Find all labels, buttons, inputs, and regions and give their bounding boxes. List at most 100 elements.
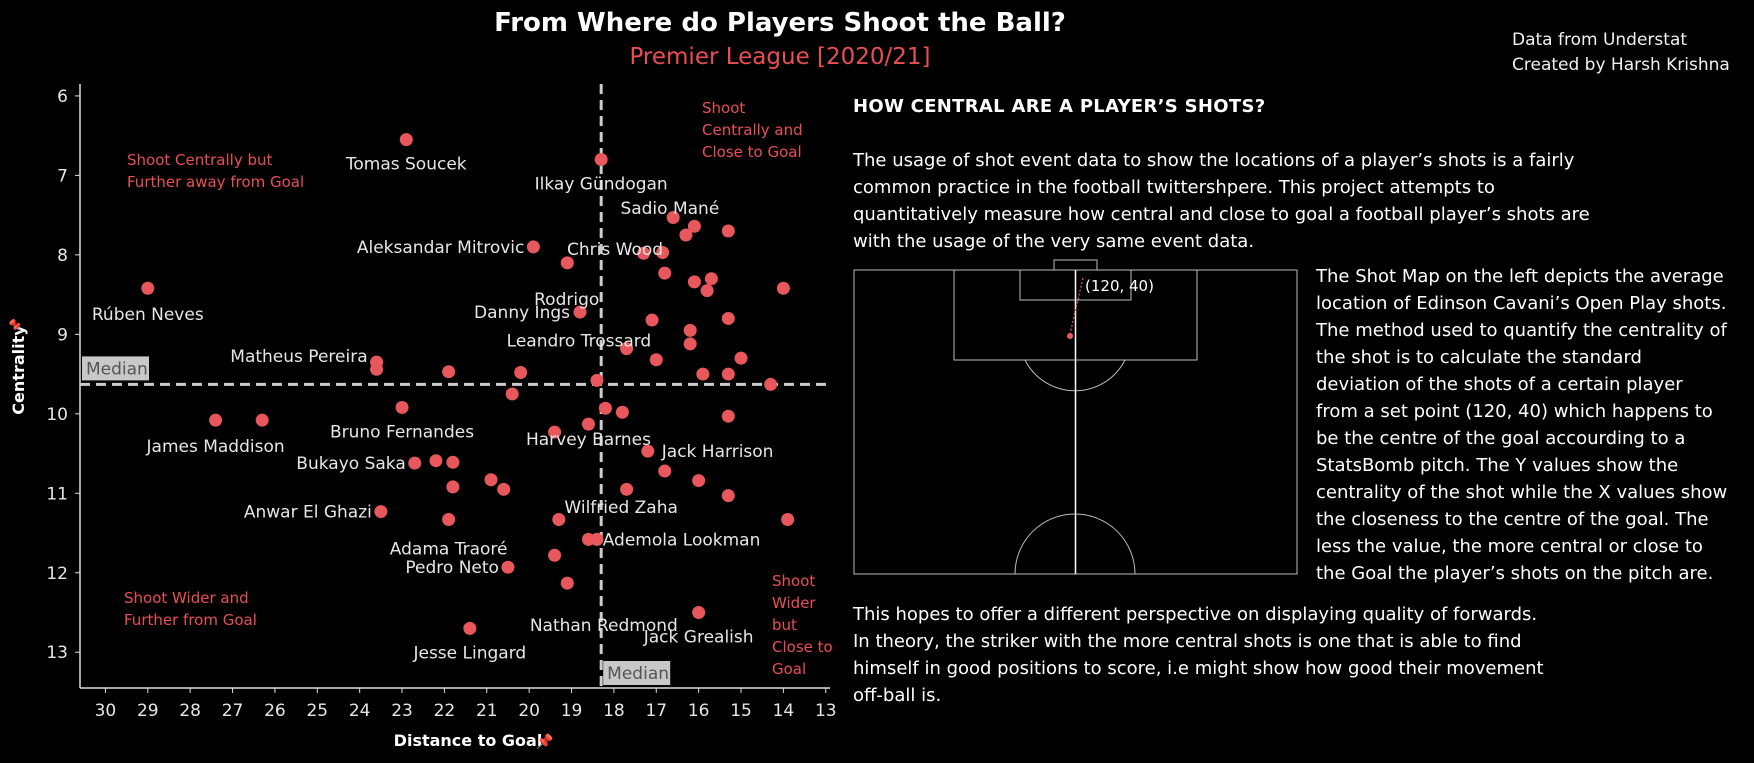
y-tick-label: 8 <box>57 246 68 266</box>
x-tick-label: 17 <box>645 701 667 721</box>
average-shot-location <box>1067 333 1073 339</box>
credit-author: Created by Harsh Krishna <box>1512 55 1730 75</box>
data-point <box>641 444 655 458</box>
data-point <box>505 387 519 401</box>
player-label: Anwar El Ghazi <box>244 503 372 523</box>
y-tick-label: 6 <box>57 87 68 107</box>
player-label: Jack Harrison <box>661 442 774 462</box>
data-point <box>141 281 155 295</box>
data-point <box>590 532 604 546</box>
data-point <box>446 455 460 469</box>
goal-mouth <box>1053 259 1098 271</box>
data-point <box>704 272 718 286</box>
outro-line: off-ball is. <box>853 685 942 706</box>
x-tick-label: 15 <box>730 701 752 721</box>
x-tick-label: 26 <box>264 701 286 721</box>
quadrant-label-bottom-left: Further from Goal <box>124 611 257 629</box>
quadrant-label-top-left: Further away from Goal <box>127 173 304 191</box>
data-point <box>721 224 735 238</box>
quadrant-label-top-right: Shoot <box>702 99 745 117</box>
data-point <box>446 480 460 494</box>
x-tick-label: 22 <box>434 701 456 721</box>
data-point <box>658 464 672 478</box>
y-tick-label: 12 <box>46 564 68 584</box>
data-point <box>645 313 659 327</box>
data-point <box>395 400 409 414</box>
data-point <box>721 489 735 503</box>
data-point <box>399 133 413 147</box>
data-point <box>526 240 540 254</box>
data-point <box>370 362 384 376</box>
y-tick-label: 11 <box>46 484 68 504</box>
chart-title: From Where do Players Shoot the Ball? <box>494 8 1066 38</box>
quadrant-label-top-right: Centrally and <box>702 121 803 139</box>
data-point <box>721 311 735 325</box>
data-point <box>255 413 269 427</box>
method-line: from a set point (120, 40) which happens… <box>1316 401 1713 422</box>
player-label: Wilfried Zaha <box>564 498 678 518</box>
x-axis-title: Distance to Goal <box>394 731 543 750</box>
data-point <box>692 606 706 619</box>
method-line: be the centre of the goal accourding to … <box>1316 428 1686 449</box>
data-point <box>620 342 634 356</box>
data-point <box>408 456 422 470</box>
data-point <box>497 482 511 496</box>
x-tick-label: 28 <box>179 701 201 721</box>
player-label: Tomas Soucek <box>345 155 467 175</box>
intro-line: common practice in the football twitters… <box>853 177 1495 198</box>
quadrant-label-bottom-right: Close to <box>772 638 833 656</box>
pitch-diagram: (120, 40) <box>853 259 1298 575</box>
data-point <box>463 621 477 635</box>
data-point <box>683 337 697 351</box>
intro-line: quantitatively measure how central and c… <box>853 204 1590 225</box>
data-point <box>683 323 697 337</box>
outro-text: This hopes to offer a different perspect… <box>853 601 1613 709</box>
method-line: the closeness to the centre of the goal.… <box>1316 509 1709 530</box>
x-axis-pin-icon: 📌 <box>536 732 554 750</box>
scatter-chart: 6 7 8 9 10 11 12 13 30 29 28 27 26 25 24 23 22 21 20 19 18 17… <box>8 84 837 750</box>
data-point <box>687 219 701 233</box>
method-line: the Goal the player’s shots on the pitch… <box>1316 563 1714 584</box>
data-point <box>734 351 748 365</box>
method-line: the shot is to calculate the standard <box>1316 347 1642 368</box>
data-point <box>594 153 608 166</box>
quadrant-label-top-right: Close to Goal <box>702 143 802 161</box>
data-point <box>442 513 456 527</box>
data-point <box>696 367 710 381</box>
player-label: Matheus Pereira <box>230 347 367 367</box>
data-point <box>649 353 663 367</box>
player-label: Jesse Lingard <box>412 643 526 663</box>
method-line: location of Edinson Cavani’s Open Play s… <box>1316 293 1727 314</box>
chart-subtitle: Premier League [2020/21] <box>629 44 931 70</box>
outro-line: This hopes to offer a different perspect… <box>853 604 1538 625</box>
player-label: Ilkay Gündogan <box>535 175 668 195</box>
y-tick-label: 9 <box>57 325 68 345</box>
x-tick-label: 20 <box>518 701 540 721</box>
quadrant-label-bottom-right: Goal <box>772 660 806 678</box>
data-point <box>581 417 595 431</box>
quadrant-label-bottom-right: Wider <box>772 594 816 612</box>
median-label-box-horizontal <box>82 356 149 381</box>
data-point <box>501 560 515 574</box>
median-label-vertical: Median <box>607 664 669 684</box>
x-tick-label: 23 <box>391 701 413 721</box>
method-text: The Shot Map on the left depicts the ave… <box>1316 263 1746 587</box>
x-tick-label: 18 <box>603 701 625 721</box>
player-label: Jack Grealish <box>643 628 754 648</box>
x-tick-label: 29 <box>137 701 159 721</box>
median-label-box-vertical <box>603 661 671 685</box>
data-point <box>598 401 612 415</box>
y-tick-label: 10 <box>46 405 68 425</box>
data-point <box>514 365 528 379</box>
player-label: Chris Wood <box>567 240 663 260</box>
goal-point-label: (120, 40) <box>1085 277 1154 295</box>
y-tick-label: 13 <box>46 643 68 663</box>
method-line: The method used to quantify the centrali… <box>1316 320 1727 341</box>
data-point <box>666 211 680 225</box>
x-tick-label: 13 <box>815 701 837 721</box>
quadrant-label-bottom-right: but <box>772 616 797 634</box>
method-line: StatsBomb pitch. The Y values show the <box>1316 455 1679 476</box>
quadrant-label-bottom-left: Shoot Wider and <box>124 589 249 607</box>
data-point <box>620 482 634 496</box>
player-label: Bruno Fernandes <box>330 422 474 442</box>
